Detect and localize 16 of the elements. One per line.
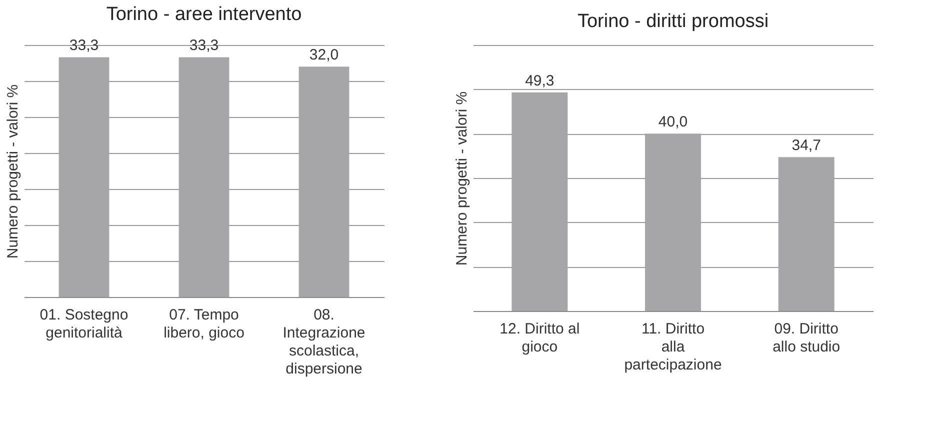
y-axis-title: Numero progetti - valori % — [454, 91, 470, 266]
data-label: 34,7 — [792, 137, 821, 154]
x-tick-label: 11. Diritto alla partecipazione — [624, 320, 722, 374]
x-tick-label: 09. Diritto allo studio — [772, 320, 840, 356]
chart-title: Torino - diritti promossi — [577, 11, 769, 32]
data-label: 33,3 — [69, 37, 99, 54]
data-label: 49,3 — [525, 72, 554, 90]
chart-title: Torino - aree intervento — [106, 4, 302, 26]
data-label: 33,3 — [189, 37, 219, 54]
y-axis-title: Numero progetti - valori % — [4, 84, 22, 259]
x-tick-label: 12. Diritto al gioco — [500, 320, 580, 356]
x-tick-label: 07. Tempo libero, gioco — [164, 306, 244, 342]
data-label: 32,0 — [309, 46, 339, 64]
data-label: 40,0 — [658, 114, 688, 131]
x-tick-label: 01. Sostegno genitorialità — [40, 306, 128, 342]
x-tick-label: 08. Integrazione scolastica, dispersione — [282, 306, 366, 378]
